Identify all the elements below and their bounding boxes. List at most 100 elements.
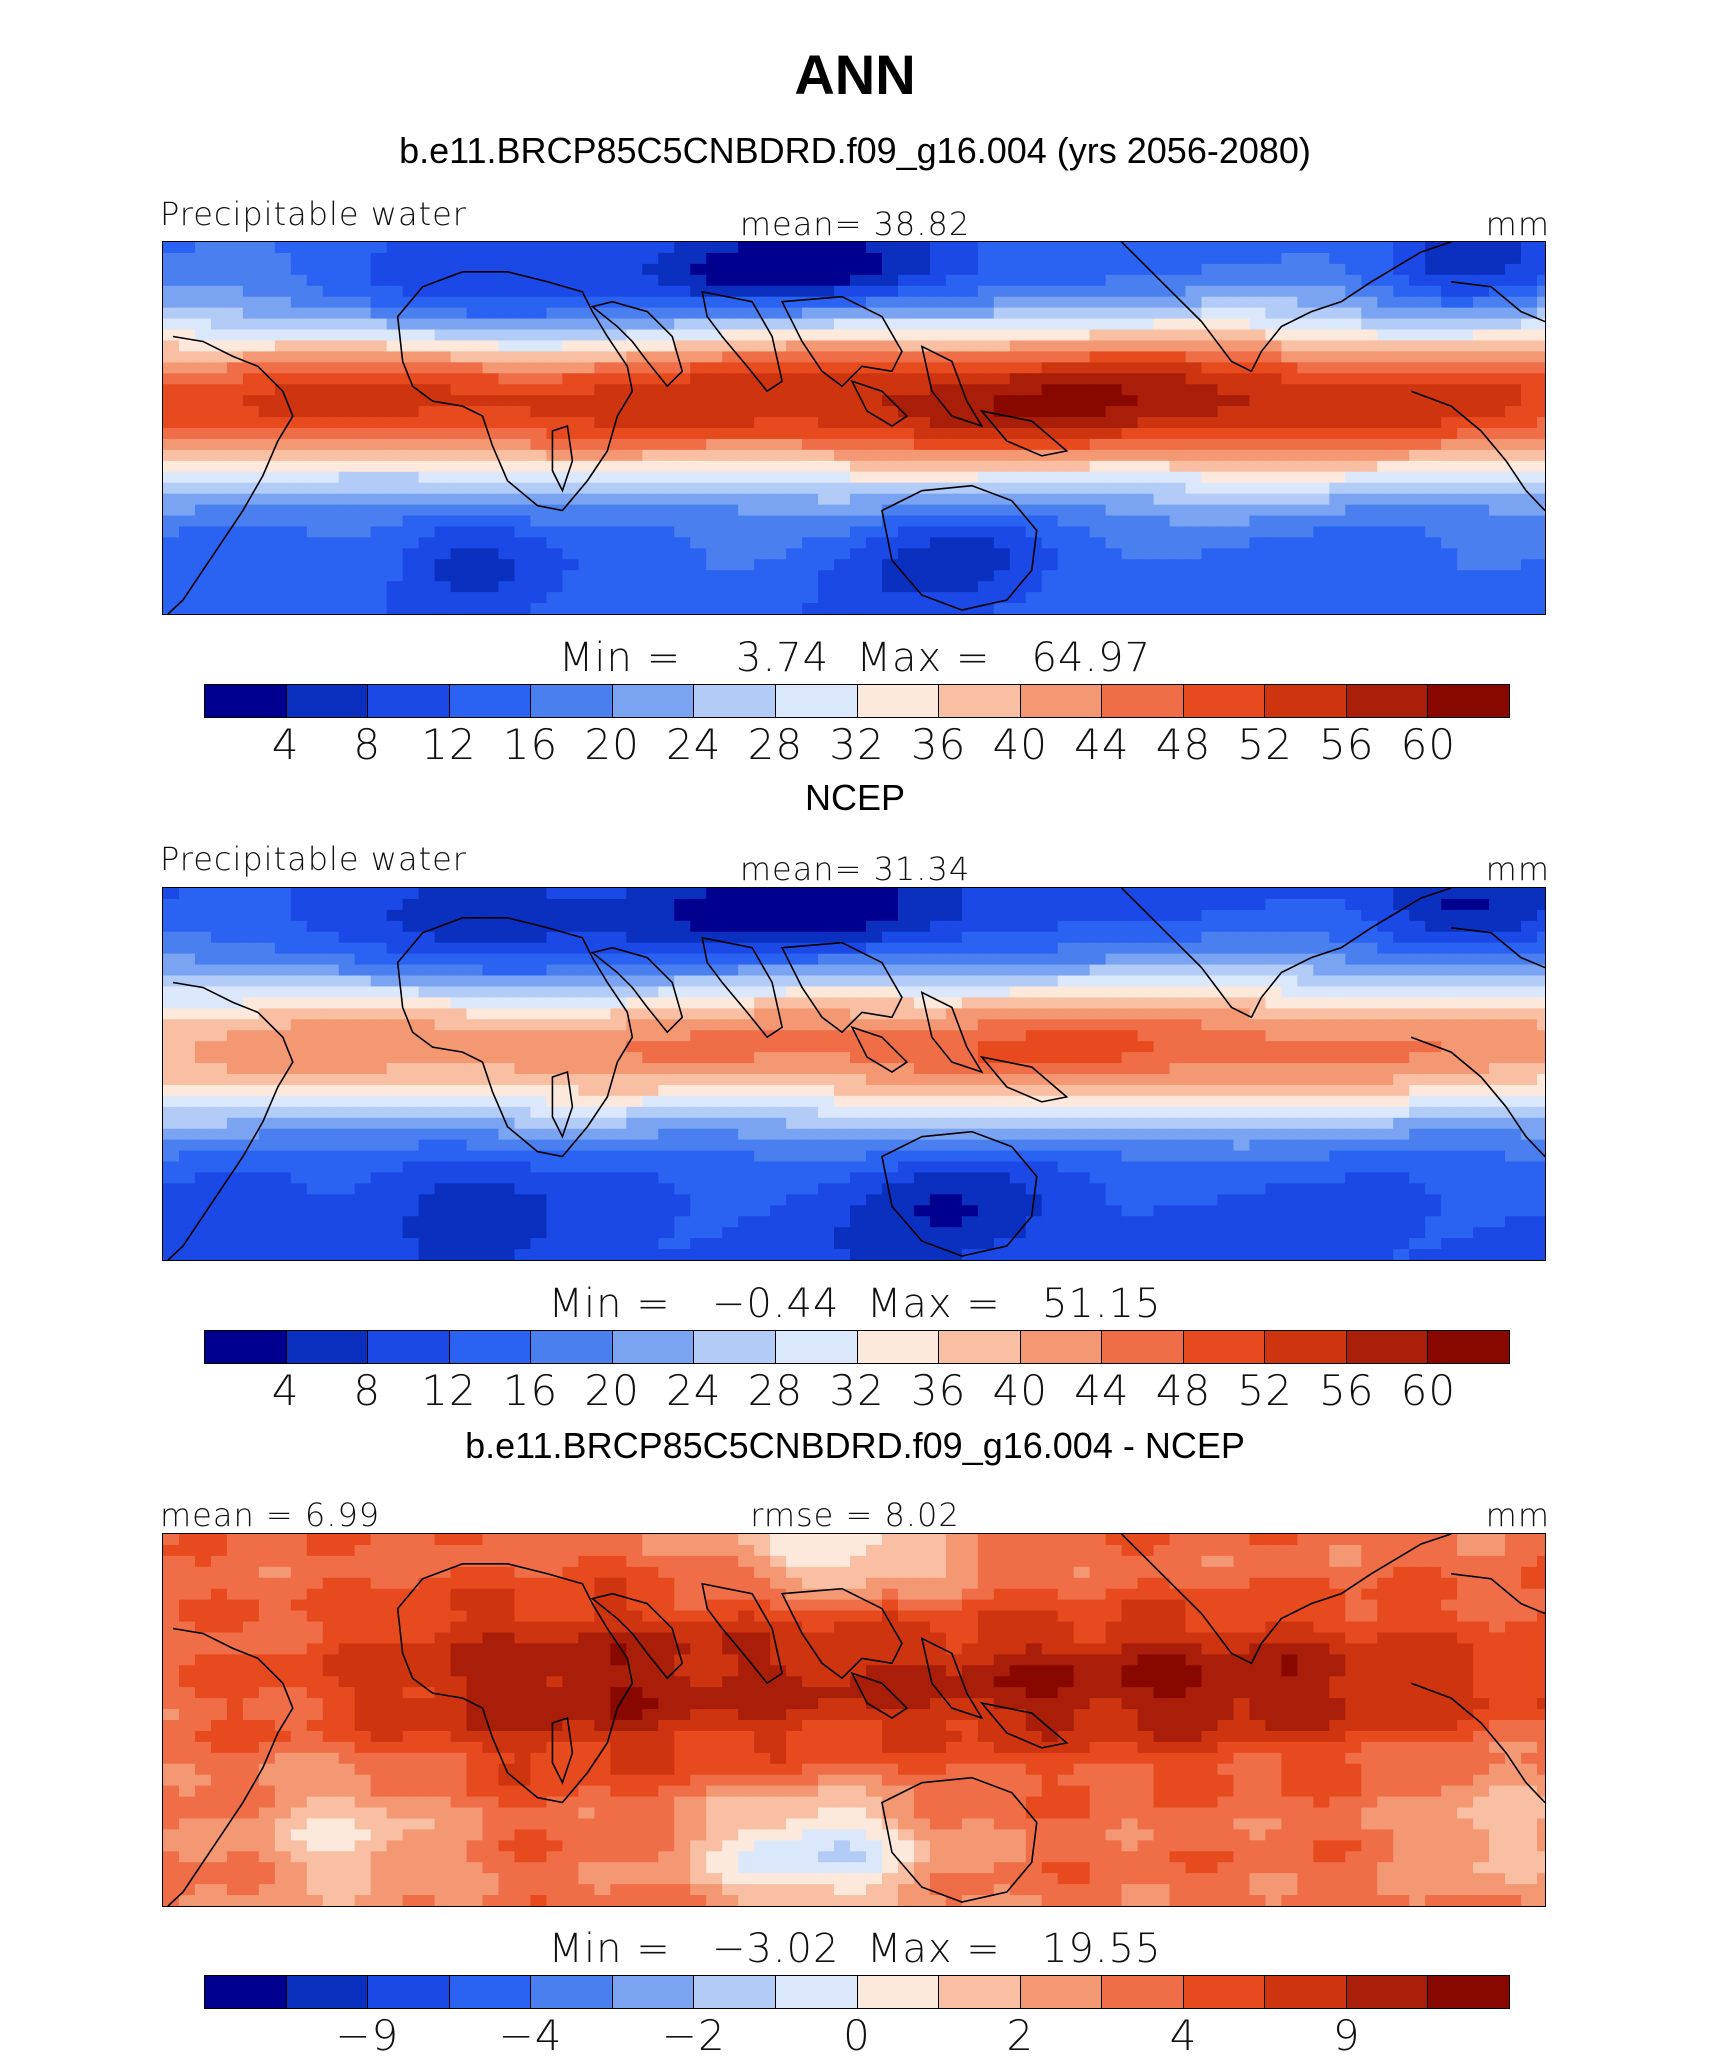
coastline [780,1587,903,1680]
colorbar-swatch [1102,685,1184,717]
colorbar-swatch [368,1976,450,2008]
panel-2-minmax: Min = −0.44 Max = 51.15 [548,1281,1162,1327]
colorbar-tick-label: 36 [910,1366,967,1415]
colorbar-swatch [1020,1976,1103,2008]
colorbar-swatch [1265,685,1347,717]
colorbar-swatch [1265,1331,1347,1363]
coastline [1121,888,1452,1019]
coastline [850,379,909,427]
panel-2-map [162,887,1546,1261]
colorbar-tick-label: 20 [584,1366,640,1415]
colorbar-swatch [939,1976,1021,2008]
colorbar-swatch [612,1976,695,2008]
coastline [167,335,294,614]
colorbar-tick-label: 2 [1006,2011,1035,2060]
colorbar-swatch [449,1331,532,1363]
colorbar-tick-label: 60 [1400,1366,1457,1415]
colorbar-tick-label: 40 [992,1366,1048,1415]
colorbar-tick-label: 36 [910,720,967,769]
panel-2-colorbar [204,1330,1510,1364]
colorbar-swatch [1346,685,1429,717]
colorbar-tick-label: 16 [502,720,559,769]
colorbar-swatch [939,685,1021,717]
colorbar-tick-label: 48 [1155,1366,1212,1415]
colorbar-tick-label: 8 [353,1366,382,1415]
colorbar-tick-label: 48 [1155,720,1212,769]
colorbar-swatch [612,1331,695,1363]
colorbar-swatch [449,685,532,717]
coastline [920,344,984,428]
colorbar-swatch [775,685,858,717]
colorbar-swatch [1346,1976,1429,2008]
colorbar-tick-label: −9 [335,2011,400,2060]
colorbar-swatch [286,1331,369,1363]
colorbar-swatch [694,685,776,717]
colorbar-tick-label: 24 [666,720,722,769]
coastline [780,295,903,388]
coastline [1410,1682,1545,1804]
coastline [979,1055,1069,1103]
colorbar-tick-label: 52 [1237,1366,1293,1415]
colorbar-swatch [694,1331,776,1363]
panel-1-colorbar-ticks: 4 8 12 16 20 24 28 32 36 40 44 48 52 56 60 [0,720,1710,769]
coastline [551,1070,574,1139]
colorbar-swatch [368,685,450,717]
colorbar-swatch [1020,685,1103,717]
colorbar-tick-label: 28 [747,1366,804,1415]
panel-3-minmax: Min = −3.02 Max = 19.55 [548,1926,1162,1972]
colorbar-swatch [368,1331,450,1363]
colorbar-swatch [1428,685,1509,717]
colorbar-swatch [1183,1976,1266,2008]
colorbar-swatch [531,1331,613,1363]
colorbar-swatch [857,1976,940,2008]
colorbar-swatch [939,1331,1021,1363]
coastline [1410,390,1545,512]
colorbar-tick-label: 0 [843,2011,871,2060]
panel-3-colorbar [204,1975,1510,2009]
colorbar-swatch [1183,1331,1266,1363]
coastline [396,271,634,512]
colorbar-tick-label: 60 [1400,720,1457,769]
panel-2-title: NCEP [804,777,906,818]
coastline [1410,1036,1545,1158]
colorbar-tick-label: 16 [502,1366,559,1415]
coastline [590,300,684,388]
colorbar-swatch [775,1976,858,2008]
colorbar-swatch [1428,1331,1509,1363]
panel-1-variable-label: Precipitable water [160,195,467,233]
colorbar-tick-label: 40 [992,720,1048,769]
colorbar-tick-label: 44 [1074,720,1130,769]
colorbar-tick-label: 12 [421,720,477,769]
coastline [780,941,903,1034]
colorbar-swatch [1102,1331,1184,1363]
colorbar-swatch [857,685,940,717]
coastline [979,409,1069,457]
colorbar-tick-label: 52 [1237,720,1293,769]
coastline [920,1636,984,1720]
panel-3-map [162,1533,1546,1907]
panel-3-units-label: mm [1485,1496,1550,1534]
panel-1-title: b.e11.BRCP85C5CNBDRD.f09_g16.004 (yrs 20… [399,130,1311,171]
colorbar-swatch [1102,1976,1184,2008]
colorbar-tick-label: 12 [421,1366,477,1415]
coastline [701,1582,784,1685]
panel-2-units-label: mm [1485,850,1550,888]
colorbar-tick-label: 4 [271,720,300,769]
coastline [551,1716,574,1785]
colorbar-swatch [857,1331,940,1363]
colorbar-swatch [205,1976,287,2008]
coastline [1451,280,1545,323]
coastline [590,1592,684,1680]
coastline [590,946,684,1034]
coastline [1451,1572,1545,1615]
colorbar-tick-label: 4 [1169,2011,1198,2060]
coastline [979,1701,1069,1749]
colorbar-tick-label: 24 [666,1366,722,1415]
colorbar-tick-label: 56 [1319,720,1375,769]
panel-1-units-label: mm [1485,205,1550,243]
panel-3-colorbar-ticks: −9 −4 −2 0 2 4 9 [0,2011,1710,2060]
colorbar-tick-label: 44 [1074,1366,1130,1415]
panel-3-title: b.e11.BRCP85C5CNBDRD.f09_g16.004 - NCEP [465,1425,1245,1466]
colorbar-tick-label: 4 [271,1366,300,1415]
colorbar-tick-label: −4 [498,2011,563,2060]
